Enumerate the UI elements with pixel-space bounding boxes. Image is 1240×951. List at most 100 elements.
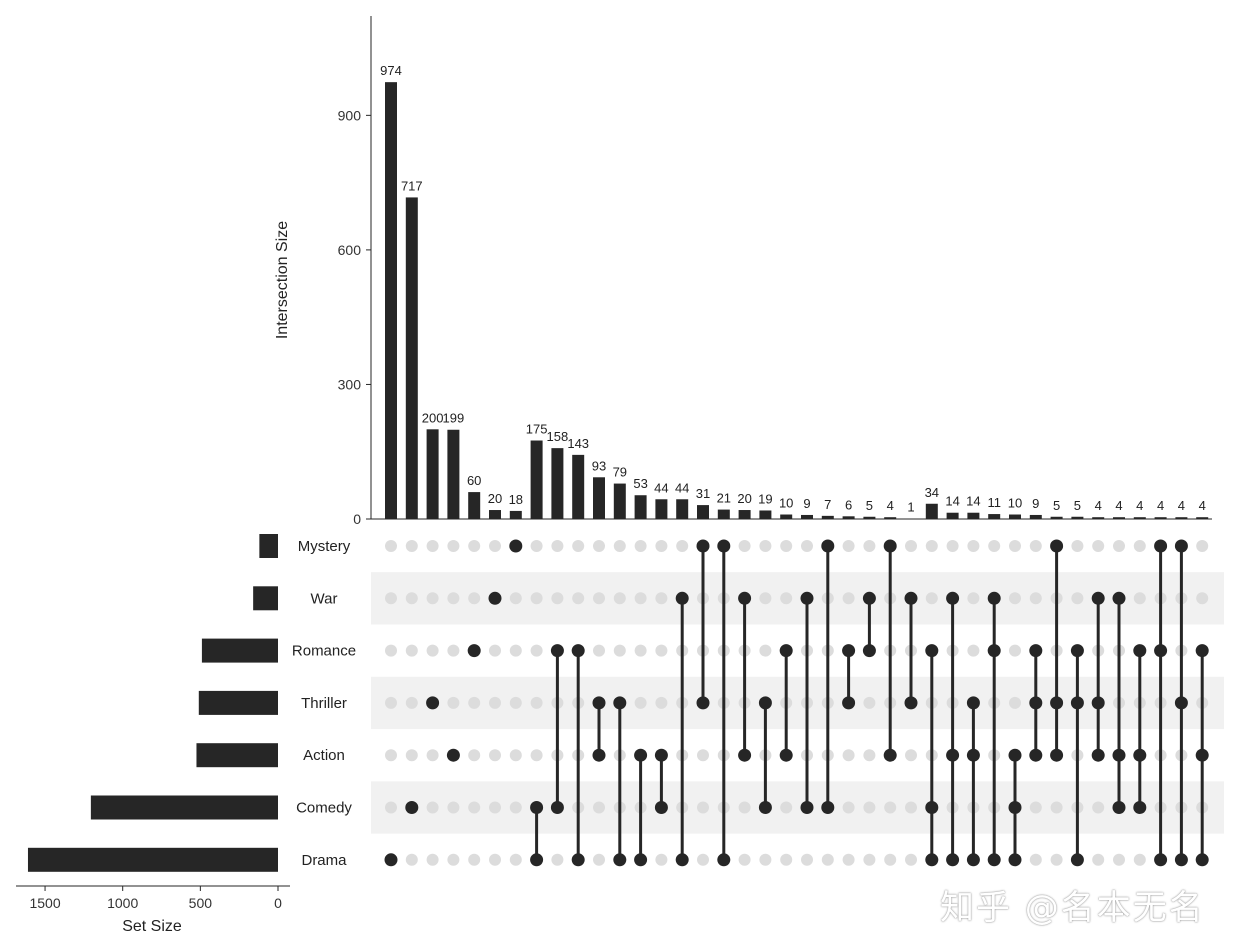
intersection-bar <box>821 515 834 519</box>
matrix-dot-inactive <box>759 853 772 866</box>
matrix-dot-inactive <box>780 592 793 605</box>
matrix-dot-active <box>1154 853 1168 867</box>
intersection-bar <box>780 514 793 519</box>
intersection-bar <box>634 495 647 519</box>
matrix-dot-active <box>530 801 544 814</box>
matrix-dot-inactive <box>655 592 668 605</box>
matrix-dot-active <box>1091 591 1105 605</box>
intersection-bar <box>572 454 585 519</box>
intersection-bar <box>863 516 876 519</box>
intersection-bar-label: 974 <box>380 63 402 78</box>
matrix-dot-active <box>1133 644 1147 658</box>
matrix-dot-inactive <box>385 540 397 552</box>
matrix-dot-inactive <box>1029 540 1042 552</box>
matrix-dot-inactive <box>1092 853 1105 866</box>
matrix-dot-inactive <box>1133 540 1146 552</box>
matrix-dot-active <box>634 748 648 762</box>
set-name-label: Mystery <box>298 538 351 555</box>
matrix-dot-inactive <box>821 853 834 866</box>
matrix-dot-active <box>1029 748 1043 762</box>
intersection-bar <box>1154 517 1167 519</box>
matrix-dot-active <box>987 591 1001 605</box>
intersection-bar <box>946 512 959 519</box>
intersection-bar-label: 4 <box>1199 498 1206 513</box>
set-size-bar <box>90 795 279 820</box>
set-size-axis-tick-label: 0 <box>274 895 282 911</box>
matrix-dot-active <box>1195 644 1209 658</box>
intersection-bar-label: 175 <box>526 422 548 437</box>
matrix-dot-active <box>592 748 606 762</box>
intersection-bar-label: 5 <box>866 498 873 513</box>
matrix-dot-active <box>405 801 419 814</box>
intersection-bar <box>1071 516 1084 519</box>
matrix-dot-inactive <box>1196 540 1209 552</box>
matrix-dot-inactive <box>759 540 772 552</box>
matrix-dot-active <box>1050 539 1064 553</box>
matrix-dot-active <box>966 853 980 867</box>
matrix-dot-active <box>1154 644 1168 658</box>
matrix-dot-inactive <box>572 592 585 605</box>
matrix-dot-inactive <box>738 801 751 814</box>
matrix-dot-inactive <box>489 801 501 814</box>
matrix-dot-active <box>571 853 585 867</box>
matrix-dot-active <box>654 748 668 762</box>
matrix-dot-active <box>384 853 398 867</box>
matrix-dot-inactive <box>593 644 605 657</box>
intersection-axis-tick-label: 900 <box>338 107 362 123</box>
matrix-dot-active <box>862 644 876 658</box>
matrix-dot-inactive <box>842 592 855 605</box>
intersection-bar-label: 5 <box>1074 498 1081 513</box>
set-name-label: Thriller <box>301 695 347 712</box>
intersection-bar-label: 20 <box>488 491 502 506</box>
matrix-dot-inactive <box>509 749 522 762</box>
matrix-dot-active <box>550 644 564 658</box>
matrix-dot-active <box>904 591 918 605</box>
matrix-dot-inactive <box>593 592 605 605</box>
matrix-dot-active <box>1008 853 1022 867</box>
intersection-size-axis-label: Intersection Size <box>274 221 291 339</box>
matrix-dot-inactive <box>676 540 689 552</box>
matrix-dot-inactive <box>509 853 522 866</box>
matrix-dot-active <box>946 853 960 867</box>
matrix-dot-active <box>634 853 648 867</box>
matrix-dot-inactive <box>530 749 543 762</box>
matrix-dot-inactive <box>759 644 772 657</box>
intersection-bar <box>1133 517 1146 519</box>
intersection-bar-label: 79 <box>613 465 627 480</box>
matrix-dot-active <box>966 696 980 710</box>
matrix-dot-active <box>1195 748 1209 762</box>
matrix-dot-active <box>862 591 876 605</box>
matrix-dot-inactive <box>530 644 543 657</box>
matrix-dot-inactive <box>863 801 876 814</box>
intersection-bar-label: 10 <box>1008 496 1022 511</box>
matrix-dot-active <box>717 853 731 867</box>
matrix-dot-active <box>800 591 814 605</box>
matrix-dot-inactive <box>842 749 855 762</box>
matrix-dot-inactive <box>613 540 626 552</box>
matrix-dot-inactive <box>447 540 460 552</box>
intersection-bar-label: 14 <box>966 494 980 509</box>
matrix-dot-inactive <box>697 749 709 762</box>
matrix-dot-active <box>1070 644 1084 658</box>
matrix-dot-inactive <box>468 592 481 605</box>
set-size-bar <box>201 638 278 663</box>
intersection-bar-label: 11 <box>987 495 1001 510</box>
matrix-dot-active <box>1029 696 1043 710</box>
matrix-dot-inactive <box>405 592 418 605</box>
matrix-dot-inactive <box>801 853 813 866</box>
intersection-bar-label: 1 <box>907 500 914 515</box>
matrix-dot-inactive <box>447 644 460 657</box>
matrix-dot-inactive <box>697 801 709 814</box>
matrix-dot-inactive <box>489 696 501 709</box>
intersection-bar <box>988 514 1001 519</box>
matrix-dot-active <box>821 539 835 553</box>
intersection-bar-label: 4 <box>1136 498 1143 513</box>
intersection-bar-label: 14 <box>945 494 959 509</box>
matrix-dot-inactive <box>385 749 397 762</box>
matrix-dot-inactive <box>905 801 917 814</box>
intersection-bar <box>530 440 543 519</box>
matrix-dot-inactive <box>905 749 917 762</box>
matrix-dot-inactive <box>1029 801 1042 814</box>
matrix-dot-inactive <box>572 540 585 552</box>
matrix-dot-active <box>675 853 689 867</box>
